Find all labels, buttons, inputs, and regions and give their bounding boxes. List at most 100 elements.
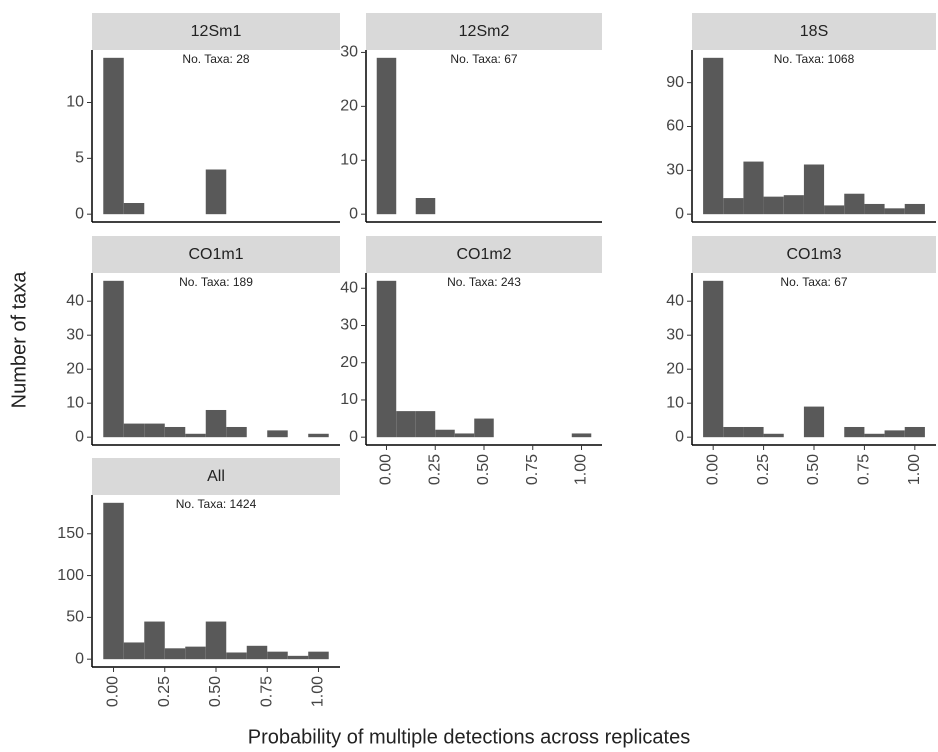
panel-title: 12Sm1: [191, 23, 242, 40]
bar: [164, 648, 186, 660]
bar: [824, 205, 845, 215]
bar: [763, 196, 784, 215]
y-tick-label: 5: [75, 150, 84, 167]
x-tick-label: 1.00: [906, 454, 923, 485]
bar: [144, 621, 165, 660]
x-tick-label: 0.00: [704, 454, 721, 485]
bar: [103, 280, 124, 438]
bar: [435, 429, 455, 438]
y-tick-label: 150: [57, 525, 84, 542]
y-tick-label: 30: [66, 326, 84, 343]
bar: [474, 418, 494, 438]
bar: [763, 433, 784, 438]
bar: [308, 651, 329, 660]
annotation: No. Taxa: 243: [447, 275, 521, 289]
y-tick-label: 10: [340, 151, 358, 168]
bar: [743, 161, 764, 215]
bar: [205, 169, 227, 215]
annotation: No. Taxa: 1424: [176, 497, 257, 511]
bar: [723, 426, 744, 438]
panel-title: All: [207, 468, 225, 485]
annotation: No. Taxa: 67: [780, 275, 847, 289]
bar: [844, 193, 865, 215]
panel-title: 18S: [800, 23, 828, 40]
bar: [267, 430, 288, 438]
y-tick-label: 0: [675, 428, 684, 445]
bar: [123, 203, 145, 215]
bar: [144, 423, 165, 438]
x-tick-label: 1.00: [573, 454, 590, 485]
strip: [692, 13, 936, 50]
y-tick-label: 20: [66, 360, 84, 377]
bar: [904, 203, 925, 215]
bar: [743, 426, 764, 438]
panel-title: CO1m2: [456, 246, 511, 263]
y-tick-label: 40: [666, 292, 684, 309]
bar: [864, 203, 885, 215]
y-axis-title: Number of taxa: [8, 271, 30, 409]
y-tick-label: 30: [340, 317, 358, 334]
bar: [884, 430, 905, 438]
bar: [415, 198, 436, 215]
y-tick-label: 0: [75, 205, 84, 222]
x-tick-label: 0.50: [207, 676, 224, 707]
y-tick-label: 0: [75, 650, 84, 667]
strip: [366, 13, 602, 50]
panel-title: CO1m3: [786, 246, 841, 263]
bar: [396, 411, 416, 438]
bar: [267, 651, 288, 660]
y-tick-label: 40: [340, 279, 358, 296]
x-tick-label: 1.00: [310, 676, 327, 707]
bar: [246, 645, 268, 660]
y-tick-label: 0: [349, 205, 358, 222]
y-tick-label: 40: [66, 292, 84, 309]
bar: [205, 409, 227, 438]
bar: [803, 164, 825, 215]
y-tick-label: 10: [666, 394, 684, 411]
annotation: No. Taxa: 67: [450, 52, 517, 66]
bar: [123, 423, 145, 438]
bar: [205, 621, 227, 660]
bar: [844, 426, 865, 438]
bar: [864, 433, 885, 438]
bar: [723, 198, 744, 215]
x-tick-label: 0.25: [156, 676, 173, 707]
strip: [92, 13, 340, 50]
x-tick-label: 0.75: [524, 454, 541, 485]
y-tick-label: 20: [340, 98, 358, 115]
x-axis-title: Probability of multiple detections acros…: [248, 726, 690, 748]
annotation: No. Taxa: 1068: [774, 52, 855, 66]
bar: [884, 208, 905, 215]
bar: [904, 426, 925, 438]
annotation: No. Taxa: 28: [182, 52, 249, 66]
y-tick-label: 100: [57, 567, 84, 584]
y-tick-label: 60: [666, 118, 684, 135]
y-tick-label: 20: [340, 354, 358, 371]
bar: [226, 652, 247, 660]
y-tick-label: 30: [666, 326, 684, 343]
bar: [103, 502, 124, 660]
bar: [376, 280, 397, 438]
strip: [92, 236, 340, 273]
strip: [366, 236, 602, 273]
x-tick-label: 0.00: [378, 454, 395, 485]
annotation: No. Taxa: 189: [179, 275, 253, 289]
x-tick-label: 0.50: [475, 454, 492, 485]
bar: [185, 433, 206, 438]
y-tick-label: 0: [75, 428, 84, 445]
bar: [308, 433, 329, 438]
y-tick-label: 90: [666, 74, 684, 91]
x-tick-label: 0.75: [258, 676, 275, 707]
bar: [571, 433, 592, 438]
x-tick-label: 0.75: [856, 454, 873, 485]
bar: [783, 195, 804, 215]
y-tick-label: 30: [666, 162, 684, 179]
bar: [415, 411, 436, 438]
y-tick-label: 10: [66, 94, 84, 111]
bar: [803, 406, 825, 438]
x-tick-label: 0.25: [426, 454, 443, 485]
y-tick-label: 0: [349, 428, 358, 445]
y-tick-label: 50: [66, 609, 84, 626]
x-tick-label: 0.50: [805, 454, 822, 485]
